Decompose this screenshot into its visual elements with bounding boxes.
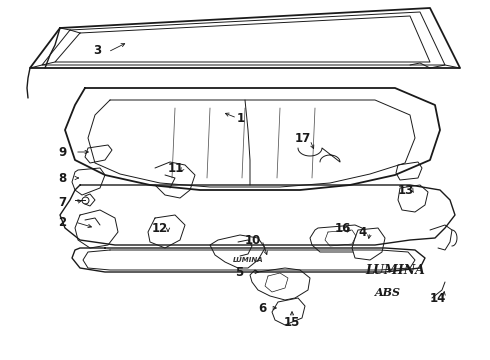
Polygon shape: [352, 228, 385, 260]
Text: 8: 8: [58, 171, 66, 184]
Polygon shape: [72, 168, 105, 195]
Text: 13: 13: [398, 184, 414, 197]
Polygon shape: [310, 225, 368, 252]
Text: 15: 15: [284, 315, 300, 328]
Text: 2: 2: [58, 216, 66, 229]
Text: ABS: ABS: [375, 287, 401, 297]
Text: LUMINA: LUMINA: [365, 264, 425, 276]
Text: 10: 10: [245, 234, 261, 247]
Text: 14: 14: [430, 292, 446, 305]
Polygon shape: [210, 235, 265, 268]
Text: 6: 6: [258, 302, 266, 315]
Text: 5: 5: [235, 266, 243, 279]
Polygon shape: [250, 268, 310, 300]
Polygon shape: [272, 298, 305, 325]
Text: 11: 11: [168, 162, 184, 175]
Text: LUMINA: LUMINA: [233, 257, 263, 263]
Text: 16: 16: [335, 221, 351, 234]
Text: 9: 9: [58, 145, 66, 158]
Polygon shape: [396, 162, 422, 180]
Text: 3: 3: [93, 44, 101, 57]
Text: 7: 7: [58, 195, 66, 208]
Text: 1: 1: [237, 112, 245, 125]
Polygon shape: [398, 185, 428, 212]
Text: 17: 17: [295, 131, 311, 144]
Text: 12: 12: [152, 221, 168, 234]
Polygon shape: [85, 145, 112, 163]
Text: 4: 4: [358, 225, 366, 238]
